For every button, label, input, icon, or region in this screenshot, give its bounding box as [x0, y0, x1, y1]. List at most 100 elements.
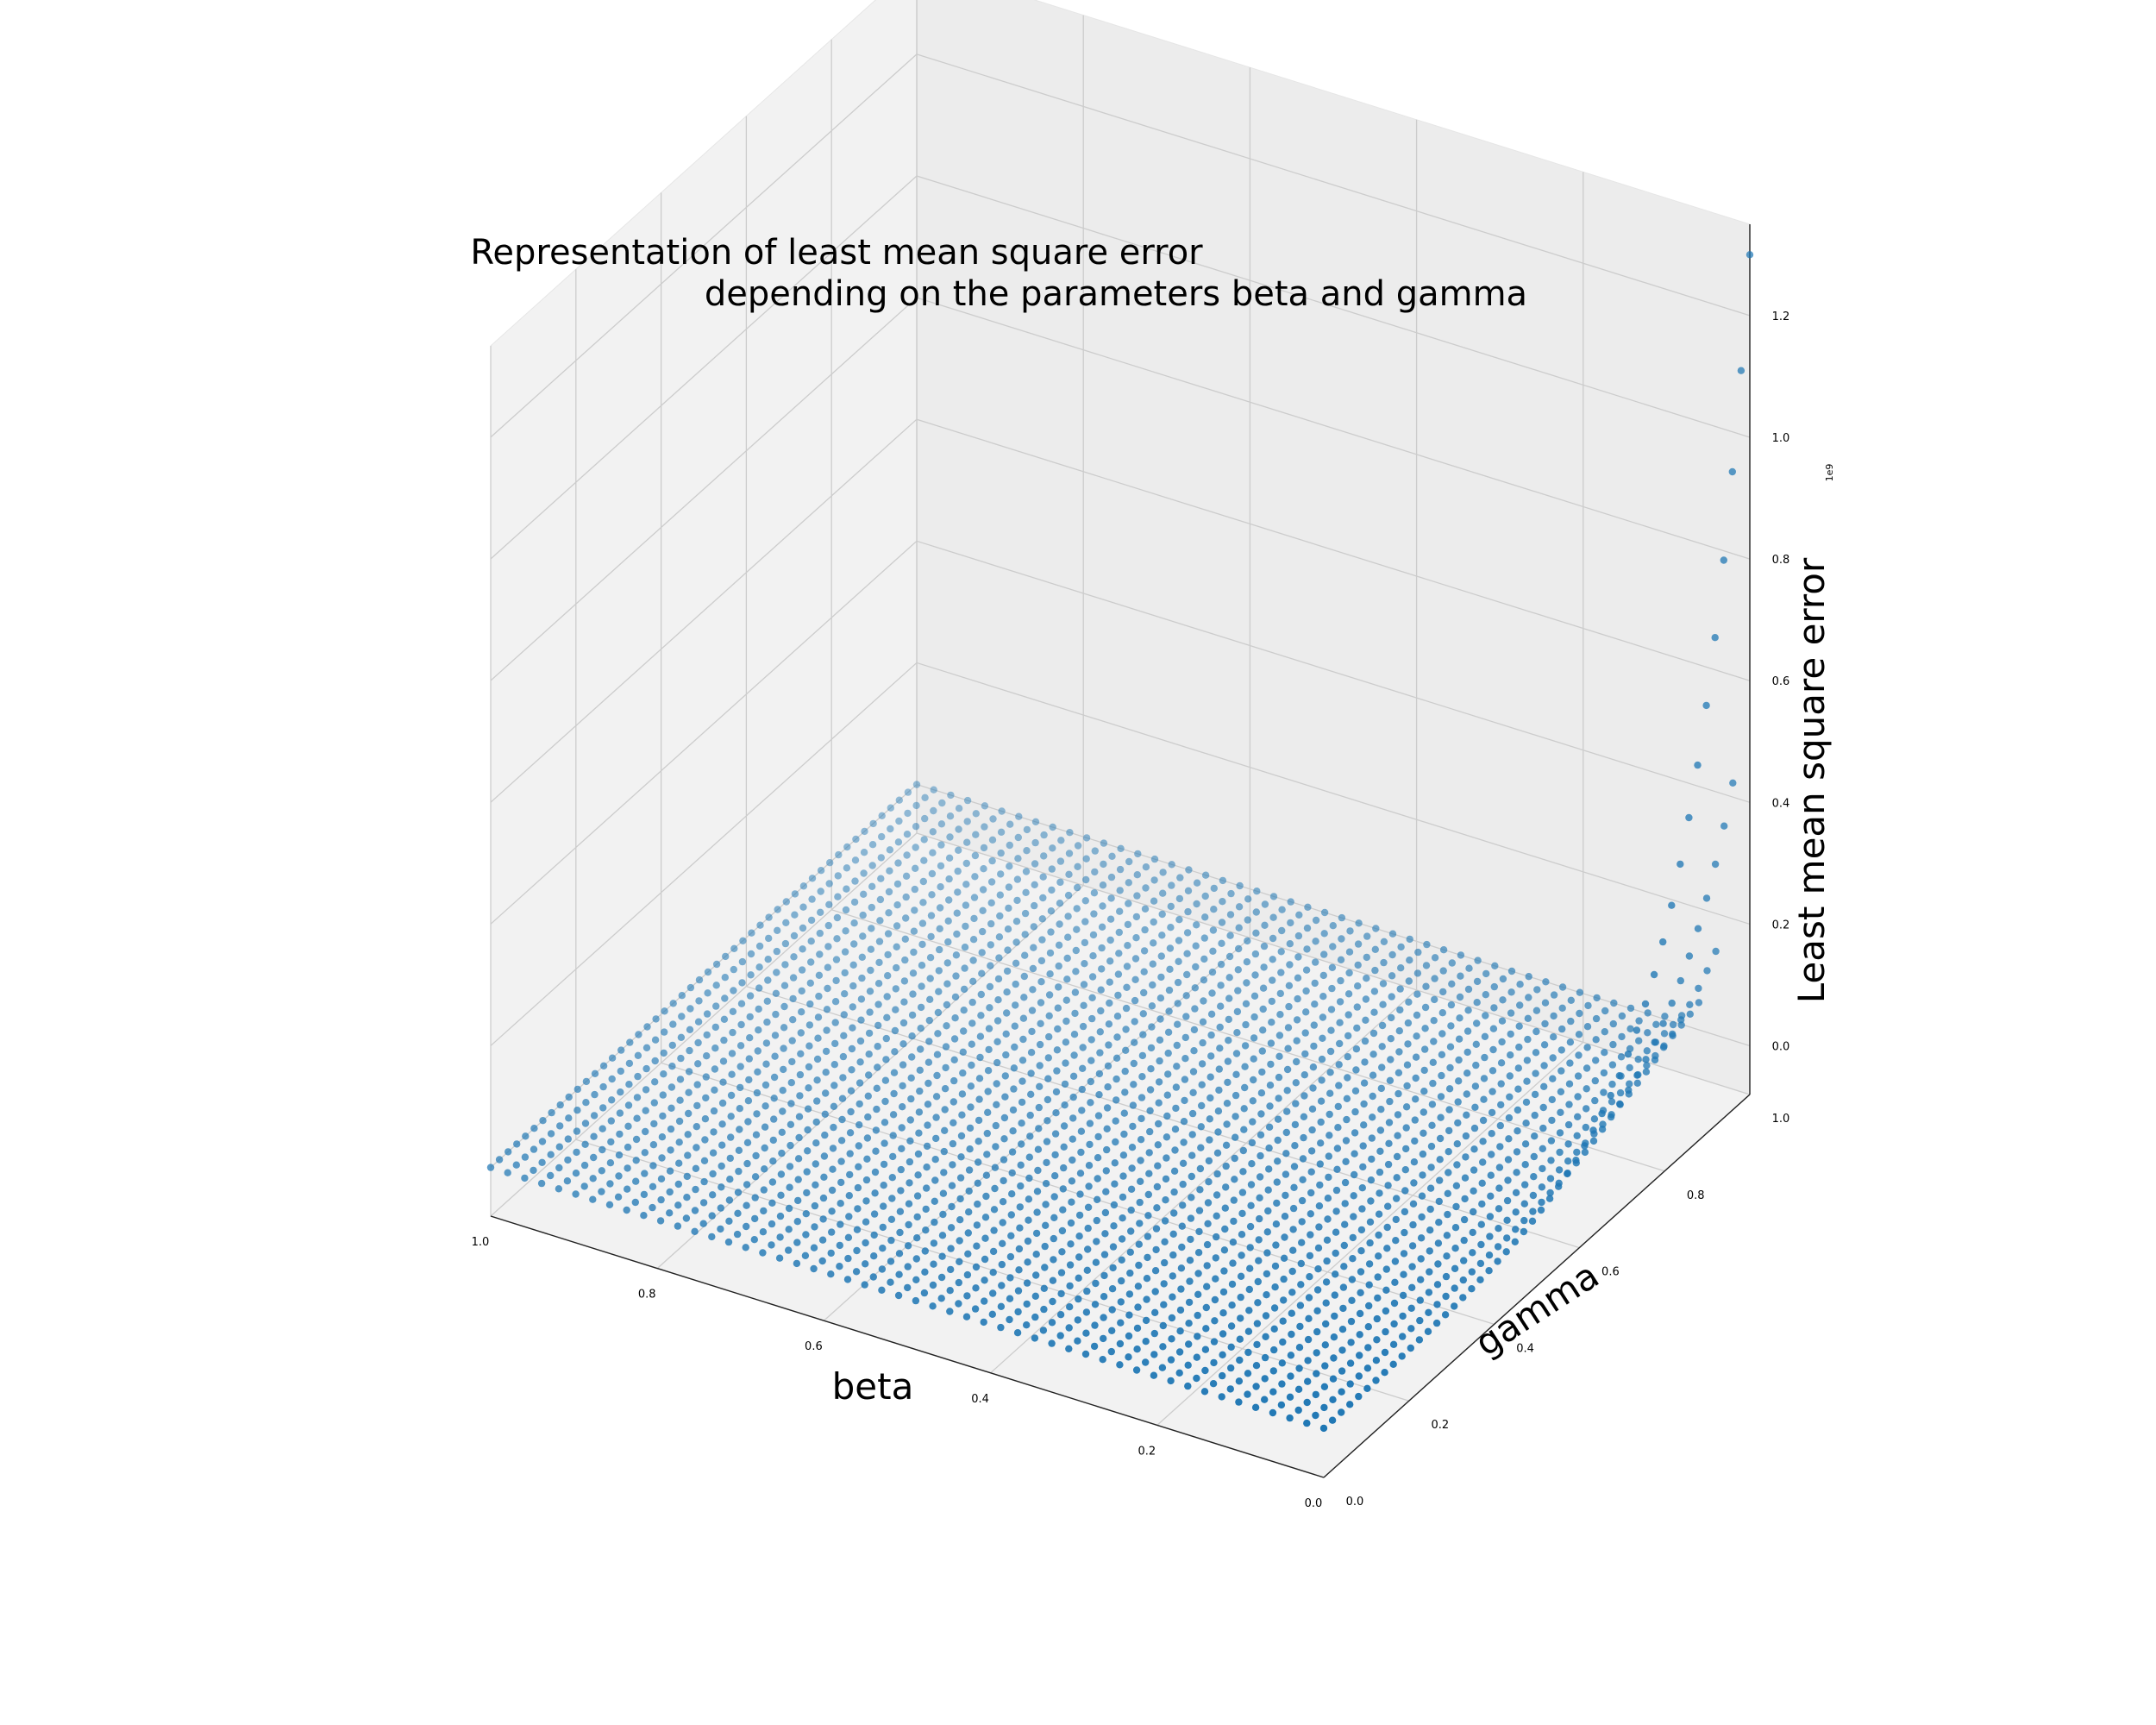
scatter-point	[1118, 1235, 1126, 1243]
scatter-point	[820, 1173, 828, 1182]
scatter-point	[1424, 1327, 1432, 1336]
scatter-point	[1211, 1295, 1219, 1304]
scatter-point	[1427, 1142, 1436, 1151]
scatter-point	[1209, 926, 1218, 934]
scatter-point	[950, 1098, 958, 1106]
scatter-point	[823, 1006, 831, 1013]
scatter-point	[1062, 996, 1071, 1004]
scatter-point	[1347, 1317, 1356, 1326]
scatter-point	[1284, 1044, 1292, 1052]
scatter-point	[903, 851, 911, 859]
scatter-point	[989, 815, 997, 823]
scatter-point	[1000, 1176, 1007, 1185]
scatter-point	[1511, 1238, 1520, 1246]
scatter-point	[893, 880, 902, 888]
scatter-point	[1320, 930, 1328, 938]
scatter-point	[1218, 939, 1225, 948]
scatter-point	[987, 878, 996, 886]
scatter-point	[1426, 1247, 1434, 1255]
scatter-point	[1125, 1332, 1133, 1340]
scatter-point	[1189, 1068, 1198, 1076]
scatter-point	[1550, 1012, 1557, 1020]
scatter-point	[1312, 1390, 1320, 1399]
scatter-point	[1023, 1321, 1031, 1329]
scatter-point	[962, 922, 969, 931]
scatter-point	[589, 1195, 597, 1203]
scatter-point	[1073, 925, 1081, 933]
scatter-point	[1651, 1056, 1659, 1064]
scatter-point	[1001, 1093, 1009, 1101]
scatter-point	[964, 1229, 973, 1237]
scatter-point	[1293, 1057, 1300, 1066]
scatter-point	[1383, 1245, 1391, 1252]
scatter-point	[633, 1094, 642, 1101]
scatter-point	[816, 929, 824, 938]
scatter-point	[1210, 906, 1218, 913]
scatter-point	[1405, 998, 1413, 1007]
scatter-point	[1513, 1169, 1520, 1176]
scatter-point	[1610, 999, 1618, 1007]
scatter-point	[780, 1065, 787, 1074]
scatter-point	[934, 1008, 943, 1017]
scatter-point	[782, 898, 790, 906]
scatter-point	[1346, 1359, 1355, 1367]
scatter-point	[1269, 893, 1278, 900]
scatter-point	[581, 1140, 589, 1149]
scatter-point	[1398, 1352, 1406, 1360]
scatter-point	[989, 1247, 998, 1256]
scatter-point	[1268, 997, 1276, 1006]
scatter-point	[1442, 1272, 1451, 1281]
scatter-point	[1336, 1019, 1344, 1026]
scatter-point	[635, 1031, 642, 1038]
scatter-point	[1401, 1228, 1408, 1237]
scatter-point	[794, 1196, 802, 1205]
scatter-point	[1470, 1145, 1478, 1153]
scatter-point	[952, 951, 961, 959]
scatter-point	[1176, 874, 1184, 881]
scatter-point	[963, 796, 972, 805]
scatter-point	[1591, 1096, 1599, 1105]
scatter-point	[994, 996, 1002, 1004]
scatter-point	[1050, 1256, 1057, 1264]
scatter-point	[1199, 1038, 1206, 1047]
scatter-point	[1006, 1295, 1014, 1302]
scatter-point	[972, 1263, 981, 1271]
scatter-point	[875, 938, 884, 945]
scatter-point	[1326, 1132, 1333, 1139]
scatter-point	[599, 1145, 606, 1154]
scatter-point	[940, 1147, 949, 1156]
scatter-point	[1320, 1403, 1328, 1412]
scatter-point	[1356, 1331, 1363, 1339]
scatter-point	[1200, 976, 1208, 984]
scatter-point	[1101, 1208, 1110, 1217]
scatter-point	[1023, 1300, 1031, 1308]
scatter-point	[1271, 1262, 1280, 1270]
scatter-point	[718, 1183, 725, 1191]
scatter-point	[874, 1063, 881, 1071]
scatter-point	[1167, 924, 1175, 932]
scatter-point	[895, 1270, 903, 1278]
scatter-point	[1300, 1092, 1308, 1100]
scatter-point	[624, 1143, 632, 1151]
scatter-point	[778, 1149, 786, 1157]
scatter-point	[1278, 926, 1286, 935]
scatter-point	[1148, 1023, 1156, 1031]
scatter-point	[1030, 923, 1038, 931]
scatter-point	[1357, 1289, 1364, 1297]
scatter-point	[1037, 1019, 1044, 1028]
scatter-point	[1507, 1030, 1514, 1038]
scatter-point	[988, 836, 997, 844]
scatter-point	[617, 1067, 624, 1076]
scatter-point	[895, 817, 903, 825]
scatter-point	[1284, 1024, 1293, 1032]
scatter-point	[1485, 1251, 1494, 1259]
scatter-point	[1162, 1175, 1170, 1183]
scatter-point	[1016, 1224, 1024, 1232]
scatter-point	[846, 1170, 854, 1179]
scatter-point	[1250, 1013, 1258, 1021]
scatter-point	[1346, 1401, 1354, 1408]
scatter-point	[957, 1153, 965, 1161]
scatter-point	[676, 1076, 685, 1083]
scatter-point	[678, 992, 686, 1000]
scatter-point	[1153, 1182, 1162, 1191]
